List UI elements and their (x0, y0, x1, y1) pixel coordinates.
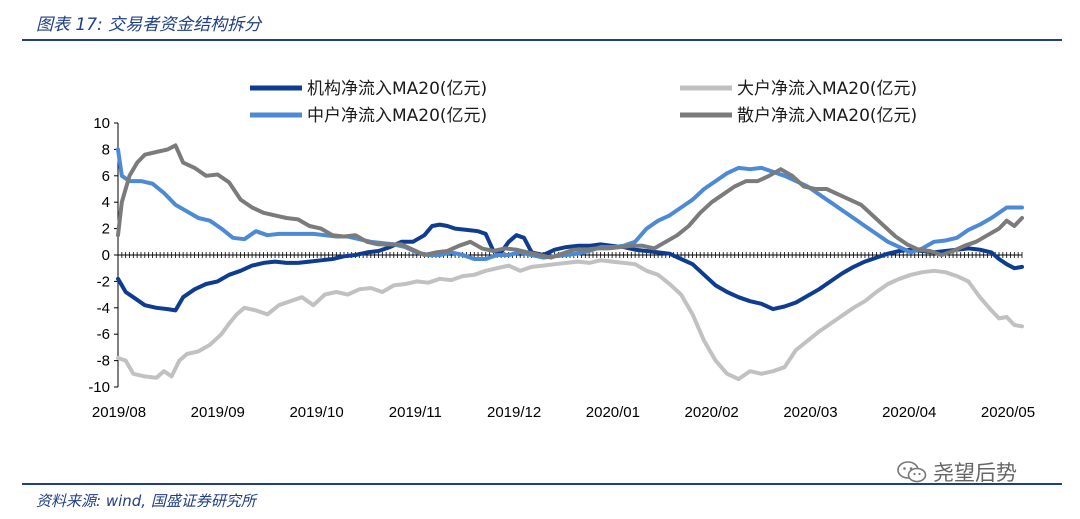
y-tick-label: -4 (97, 300, 110, 317)
x-tick-label: 2020/02 (685, 404, 739, 421)
y-tick-label: 2 (102, 221, 110, 238)
y-tick-label: -8 (97, 353, 110, 370)
series-line-1 (116, 222, 1024, 313)
x-tick-label: 2020/04 (882, 404, 936, 421)
x-tick-label: 2019/10 (289, 404, 343, 421)
x-axis: 2019/08 2019/09 2019/10 2019/11 2019/12 2020/… (92, 252, 1035, 421)
x-tick-label: 2020/01 (586, 404, 640, 421)
x-tick-label: 2020/05 (981, 404, 1035, 421)
y-tick-label: 10 (93, 115, 110, 132)
watermark: 尧望后势 (897, 457, 1017, 487)
y-tick-label: 4 (102, 194, 110, 211)
y-tick-label: -10 (88, 379, 110, 396)
legend-label-4: 散户净流入MA20(亿元) (737, 106, 917, 126)
source-divider (22, 483, 1062, 485)
wechat-icon (897, 461, 927, 483)
legend-label-2: 大户净流入MA20(亿元) (737, 79, 917, 99)
title-divider (22, 39, 1062, 41)
y-tick-label: -2 (97, 273, 110, 290)
series-line-4 (116, 143, 1024, 260)
y-tick-label: 6 (102, 168, 110, 185)
watermark-text: 尧望后势 (933, 461, 1017, 485)
x-tick-label: 2019/09 (191, 404, 245, 421)
legend-label-1: 机构净流入MA20(亿元) (307, 79, 487, 99)
source-note: 资料来源: wind, 国盛证券研究所 (36, 492, 256, 510)
y-axis: 10 8 6 4 2 0 -2 -4 -6 -8 -10 (88, 115, 119, 396)
y-tick-label: 8 (102, 141, 110, 158)
y-tick-label: 0 (102, 247, 110, 264)
legend-label-3: 中户净流入MA20(亿元) (307, 106, 487, 126)
y-tick-label: -6 (97, 326, 110, 343)
x-tick-label: 2020/03 (783, 404, 837, 421)
line-chart: 机构净流入MA20(亿元) 大户净流入MA20(亿元) 中户净流入MA20(亿元) 散… (88, 79, 1035, 421)
x-tick-label: 2019/08 (92, 404, 146, 421)
series-line-2 (116, 258, 1024, 382)
chart-legend: 机构净流入MA20(亿元) 大户净流入MA20(亿元) 中户净流入MA20(亿元) 散… (250, 79, 917, 126)
figure-title: 图表 17: 交易者资金结构拆分 (36, 15, 262, 35)
series-line-3 (116, 147, 1024, 261)
x-tick-label: 2019/12 (487, 404, 541, 421)
x-tick-label: 2019/11 (389, 404, 442, 421)
chart-series (116, 143, 1024, 382)
